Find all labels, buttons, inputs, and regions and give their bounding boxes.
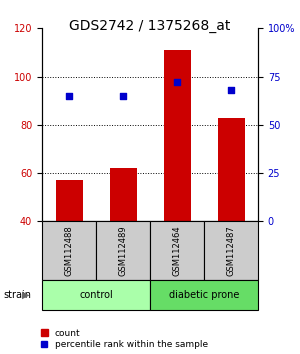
Bar (204, 221, 258, 280)
Bar (150, 280, 258, 310)
Legend: count, percentile rank within the sample: count, percentile rank within the sample (40, 329, 208, 349)
Point (229, 87, 233, 93)
Bar (42, 280, 150, 310)
Text: GDS2742 / 1375268_at: GDS2742 / 1375268_at (69, 19, 231, 34)
Text: ▶: ▶ (22, 290, 29, 300)
Text: diabetic prone: diabetic prone (169, 290, 239, 300)
Bar (164, 50, 190, 221)
Point (67, 93, 71, 99)
Point (121, 93, 125, 99)
Bar (96, 221, 150, 280)
Bar (110, 168, 136, 221)
Bar (56, 180, 82, 221)
Text: GSM112488: GSM112488 (64, 225, 74, 276)
Bar (150, 221, 204, 280)
Text: GSM112487: GSM112487 (226, 225, 236, 276)
Bar (218, 118, 244, 221)
Text: GSM112489: GSM112489 (118, 225, 127, 276)
Bar (42, 221, 96, 280)
Text: strain: strain (3, 290, 31, 300)
Point (175, 80, 179, 85)
Text: control: control (79, 290, 113, 300)
Text: GSM112464: GSM112464 (172, 225, 182, 276)
